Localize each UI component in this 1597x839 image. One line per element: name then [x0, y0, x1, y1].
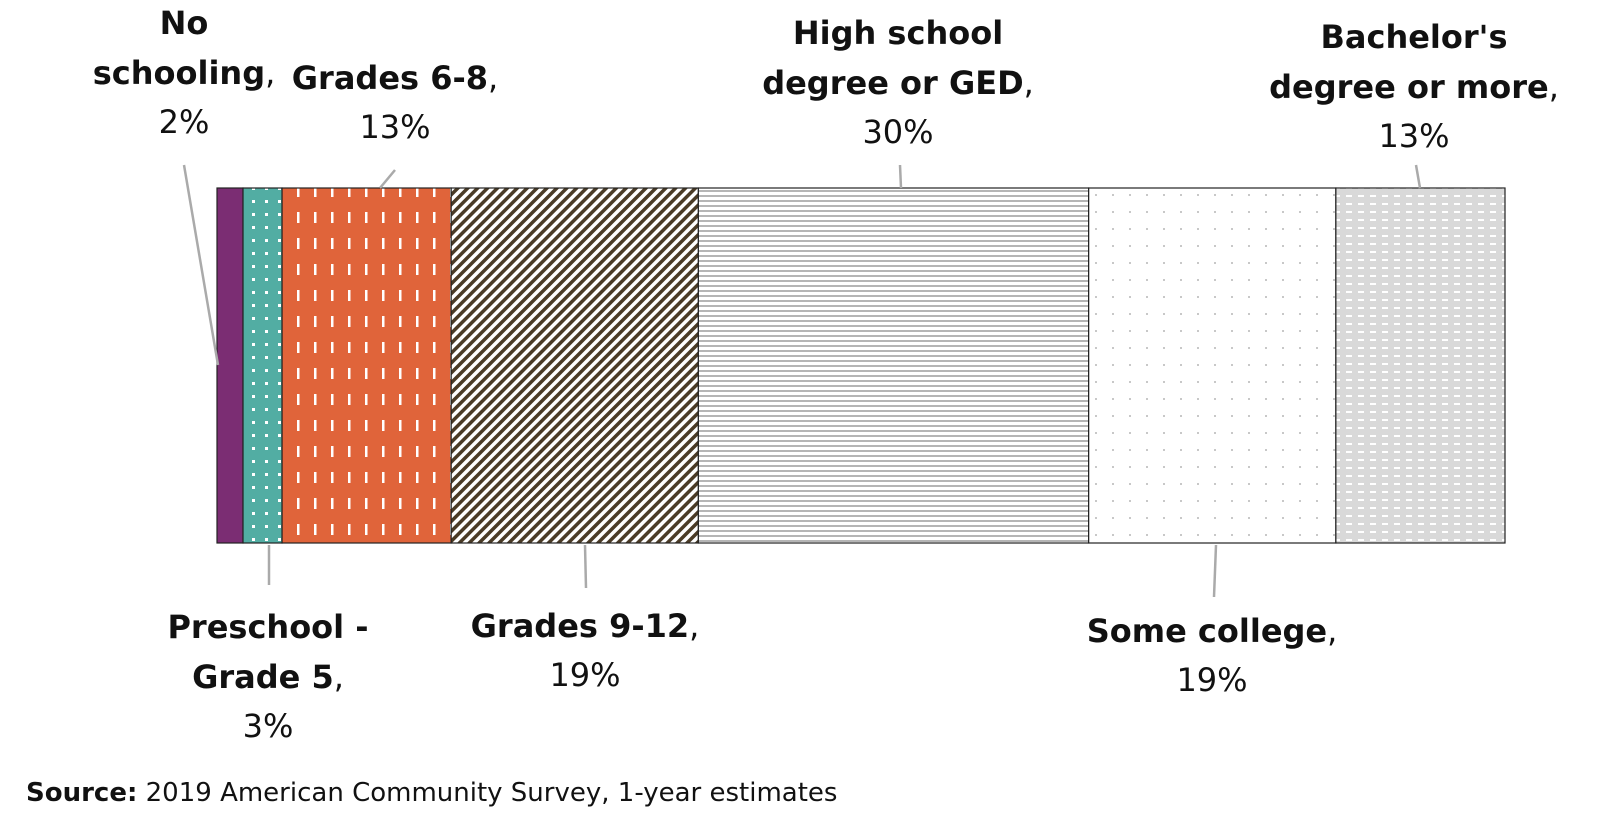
- value-label: 13%: [359, 108, 430, 146]
- bar-segment: [450, 187, 699, 544]
- value-label: 19%: [549, 656, 620, 694]
- leader-line: [1414, 164, 1422, 189]
- label-comma: ,: [488, 59, 498, 97]
- label-comma: ,: [265, 54, 275, 92]
- category-label: schooling: [93, 54, 265, 92]
- leader-line: [182, 164, 220, 366]
- category-label: Bachelor's: [1320, 18, 1507, 56]
- label-comma: ,: [1024, 64, 1034, 102]
- value-label: 13%: [1378, 117, 1449, 155]
- bar-segment: [1088, 187, 1337, 544]
- bar-segment: [1335, 187, 1506, 544]
- leader-line: [898, 164, 903, 189]
- data-label: Some college, 19%: [1087, 612, 1338, 699]
- data-label: Grades 6-8, 13%: [292, 59, 498, 146]
- leader-line: [583, 544, 588, 589]
- label-comma: ,: [334, 658, 344, 696]
- label-comma: ,: [689, 607, 699, 645]
- data-label: Grades 9-12, 19%: [471, 607, 700, 694]
- bar-segment: [697, 187, 1090, 544]
- data-label: Bachelor's degree or more, 13%: [1269, 18, 1559, 155]
- label-comma: ,: [1327, 612, 1337, 650]
- stacked-bar-chart: No schooling, 2% Preschool - Grade 5, 3% Grade…: [93, 4, 1559, 745]
- source-note: Source: 2019 American Community Survey, …: [26, 778, 837, 808]
- data-labels: No schooling, 2% Preschool - Grade 5, 3% Grade…: [93, 4, 1559, 745]
- bar-segment: [216, 187, 244, 544]
- bar-segments: [216, 187, 1506, 544]
- leader-lines: [182, 164, 1422, 598]
- value-label: 30%: [862, 113, 933, 151]
- value-label: 3%: [243, 707, 294, 745]
- source-text: 2019 American Community Survey, 1-year e…: [137, 778, 838, 808]
- category-label: degree or more: [1269, 68, 1549, 106]
- category-label: High school: [793, 14, 1003, 52]
- data-label: High school degree or GED, 30%: [762, 14, 1034, 151]
- category-label: Grades 6-8: [292, 59, 488, 97]
- category-label: Some college: [1087, 612, 1327, 650]
- leader-line: [1212, 544, 1218, 598]
- data-label: Preschool - Grade 5, 3%: [167, 608, 368, 745]
- bar-segment: [242, 187, 283, 544]
- category-label: Grade 5: [192, 658, 334, 696]
- category-label: degree or GED: [762, 64, 1023, 102]
- category-label: Preschool -: [167, 608, 368, 646]
- category-label: No: [160, 4, 209, 42]
- category-label: Grades 9-12: [471, 607, 690, 645]
- bar-segment: [281, 187, 452, 544]
- value-label: 2%: [159, 103, 210, 141]
- source-label: Source:: [26, 778, 138, 808]
- label-comma: ,: [1549, 68, 1559, 106]
- value-label: 19%: [1176, 661, 1247, 699]
- data-label: No schooling, 2%: [93, 4, 276, 141]
- leader-line: [379, 169, 396, 189]
